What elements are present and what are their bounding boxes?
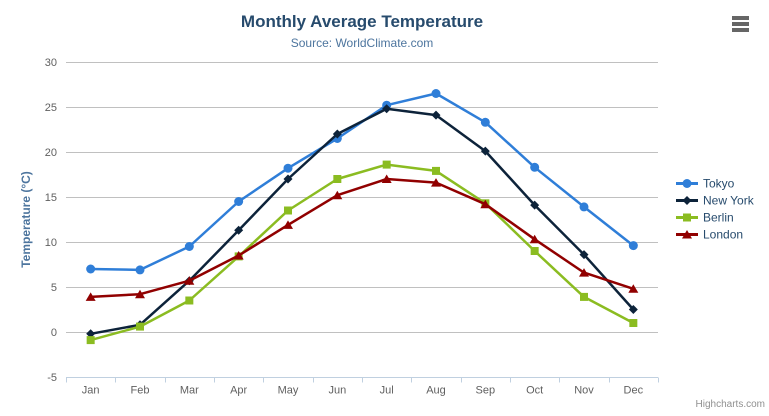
data-point-marker[interactable] (86, 329, 96, 339)
data-point-marker[interactable] (233, 251, 244, 260)
legend-label: Tokyo (703, 176, 735, 191)
data-point-marker[interactable] (579, 268, 589, 277)
data-point-marker[interactable] (432, 166, 440, 175)
x-axis-tick-label: Jan (82, 385, 100, 397)
data-point-marker[interactable] (284, 206, 292, 215)
data-point-marker[interactable] (184, 242, 194, 251)
data-point-marker[interactable] (234, 225, 244, 235)
x-axis-tick-label: Dec (624, 385, 644, 397)
chart-title: Monthly Average Temperature (240, 12, 484, 31)
legend-symbol-marker[interactable] (682, 179, 692, 188)
y-axis-title: Temperature (°C) (19, 171, 33, 268)
data-point-marker[interactable] (480, 199, 491, 209)
series-line-london[interactable] (89, 177, 635, 299)
data-point-marker[interactable] (135, 265, 145, 275)
data-point-marker[interactable] (332, 190, 343, 200)
data-point-marker[interactable] (580, 292, 588, 301)
data-point-marker[interactable] (184, 276, 195, 285)
data-point-marker[interactable] (381, 174, 392, 184)
data-point-marker[interactable] (431, 89, 441, 98)
x-axis-tick-label: Nov (574, 385, 594, 397)
series-london (85, 174, 639, 301)
data-point-marker[interactable] (86, 336, 95, 345)
y-axis-tick-label: 25 (45, 102, 57, 114)
data-point-marker[interactable] (579, 202, 589, 212)
legend-label: London (703, 227, 744, 242)
legend-marker-triangle-icon (676, 230, 698, 239)
x-axis-tick-label: Feb (131, 385, 150, 397)
series-tokyo (86, 89, 638, 275)
x-axis-tick-label: May (278, 385, 299, 397)
data-point-marker[interactable] (86, 264, 96, 274)
chart-subtitle: Source: WorldClimate.com (290, 36, 434, 50)
data-point-marker[interactable] (332, 129, 342, 139)
x-axis-tick-label: Aug (426, 385, 446, 397)
x-axis-tick-label: Apr (230, 385, 247, 397)
series-new-york (86, 104, 638, 339)
data-point-marker[interactable] (333, 175, 342, 183)
data-point-marker[interactable] (529, 234, 540, 244)
data-point-marker[interactable] (480, 117, 490, 127)
x-axis-tick-label: Jul (380, 385, 394, 397)
legend-item-tokyo[interactable]: Tokyo (676, 177, 754, 191)
y-axis-tick-label: 30 (45, 57, 57, 69)
x-axis-tick-label: Sep (476, 385, 496, 397)
legend-symbol-marker[interactable] (683, 213, 691, 222)
legend-symbol-marker[interactable] (682, 230, 692, 239)
data-point-marker[interactable] (234, 197, 244, 206)
legend-marker-diamond-icon (676, 196, 698, 205)
legend-symbol-marker[interactable] (682, 196, 692, 205)
legend-item-new-york[interactable]: New York (676, 194, 754, 208)
menu-bar (732, 28, 749, 32)
data-point-marker[interactable] (135, 289, 145, 299)
data-point-marker[interactable] (629, 319, 638, 327)
data-point-marker[interactable] (579, 250, 589, 260)
data-point-marker[interactable] (431, 110, 441, 120)
series-line-tokyo[interactable] (89, 92, 635, 272)
legend-item-berlin[interactable]: Berlin (676, 211, 754, 225)
x-axis-tick-label: Mar (180, 385, 199, 397)
x-axis-tick-label: Oct (526, 385, 543, 397)
y-axis-tick-label: -5 (47, 372, 57, 384)
data-point-marker[interactable] (85, 292, 96, 301)
data-point-marker[interactable] (530, 247, 539, 255)
legend-item-london[interactable]: London (676, 228, 754, 242)
data-point-marker[interactable] (431, 178, 441, 187)
y-axis-tick-label: 10 (45, 237, 57, 249)
highcharts-credit-link[interactable]: Highcharts.com (695, 399, 765, 410)
data-point-marker[interactable] (628, 305, 638, 314)
y-axis-tick-label: 0 (51, 327, 57, 339)
data-point-marker[interactable] (382, 160, 391, 169)
legend-label: New York (703, 193, 754, 208)
legend-marker-square-icon (676, 213, 698, 222)
menu-bar (732, 22, 749, 26)
data-point-marker[interactable] (136, 322, 144, 331)
legend-marker-circle-icon (676, 179, 698, 188)
data-point-marker[interactable] (628, 241, 638, 251)
data-point-marker[interactable] (283, 174, 293, 184)
menu-bar (732, 16, 749, 20)
data-point-marker[interactable] (185, 296, 194, 305)
data-point-marker[interactable] (283, 163, 293, 173)
legend-label: Berlin (703, 210, 734, 225)
data-point-marker[interactable] (283, 220, 293, 229)
y-axis-tick-label: 20 (45, 147, 57, 159)
data-point-marker[interactable] (530, 200, 540, 210)
y-axis-tick-label: 5 (51, 282, 57, 294)
chart-legend: Tokyo New York Berlin London (676, 177, 754, 242)
data-point-marker[interactable] (530, 162, 540, 172)
data-point-marker[interactable] (628, 284, 639, 293)
series-line-berlin[interactable] (89, 163, 635, 342)
data-point-marker[interactable] (480, 146, 490, 156)
data-point-marker[interactable] (382, 104, 392, 114)
series-line-new-york[interactable] (89, 107, 635, 336)
hamburger-menu-icon[interactable] (729, 14, 753, 34)
x-axis-tick-label: Jun (328, 385, 346, 397)
y-axis-tick-label: 15 (45, 192, 57, 204)
